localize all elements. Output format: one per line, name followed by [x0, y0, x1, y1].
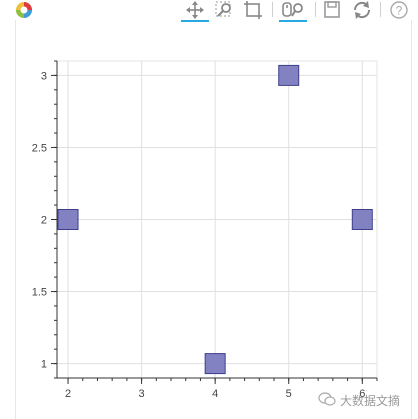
x-tick-label: 4	[212, 388, 218, 400]
square-marker[interactable]	[278, 64, 300, 86]
wheel-zoom-tool-icon[interactable]	[279, 0, 307, 22]
watermark: 大数据文摘	[318, 391, 400, 409]
box-select-tool-icon[interactable]	[241, 0, 265, 20]
toolbar-separator	[315, 2, 316, 17]
toolbar-separator	[272, 2, 273, 17]
y-tick-label: 1	[41, 359, 47, 371]
y-tick-label: 2	[41, 215, 47, 227]
x-tick-label: 6	[359, 388, 365, 400]
help-tool-icon[interactable]: ?	[387, 0, 411, 20]
square-marker[interactable]	[351, 209, 373, 230]
x-tick-label: 3	[139, 388, 145, 400]
square-marker[interactable]	[204, 353, 226, 375]
plot-toolbar: ?	[0, 0, 418, 22]
wechat-icon	[318, 391, 336, 409]
reset-tool-icon[interactable]	[350, 0, 374, 20]
data-markers[interactable]	[57, 64, 373, 375]
x-tick-label: 2	[65, 388, 71, 400]
toolbar-separator	[380, 2, 381, 17]
plot-card	[15, 20, 412, 419]
axes: 2 3 4 5 6 1 1.5 2 2.5 3	[32, 60, 378, 400]
y-tick-label: 3	[41, 70, 47, 82]
box-zoom-tool-icon[interactable]	[213, 0, 237, 20]
bokeh-logo-icon	[13, 0, 35, 20]
y-tick-label: 2.5	[32, 142, 47, 154]
x-tick-label: 5	[286, 388, 292, 400]
watermark-text: 大数据文摘	[340, 393, 401, 408]
y-tick-label: 1.5	[32, 287, 47, 299]
save-tool-icon[interactable]	[321, 0, 343, 20]
square-marker[interactable]	[57, 209, 79, 230]
svg-text:?: ?	[396, 4, 403, 18]
grid-lines	[57, 61, 377, 378]
pan-tool-icon[interactable]	[181, 0, 209, 22]
